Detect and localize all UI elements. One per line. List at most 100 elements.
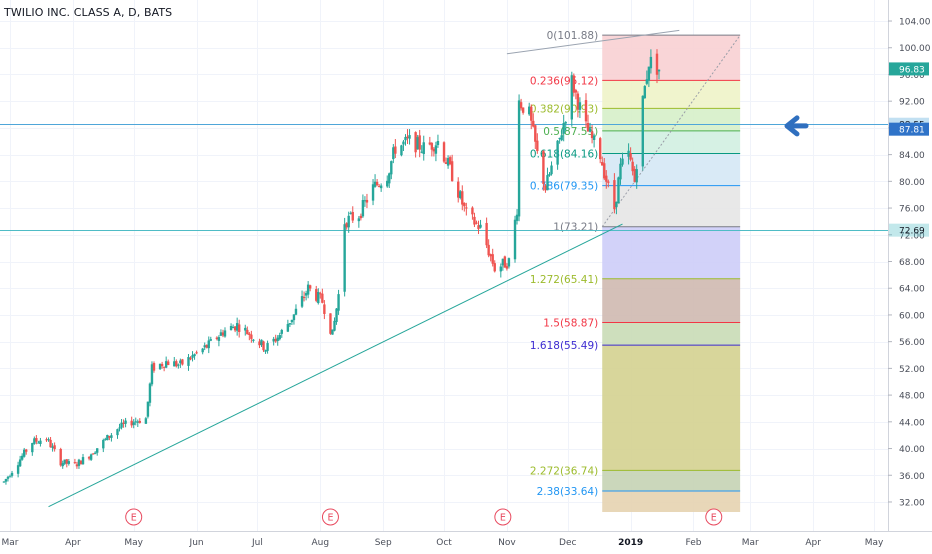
- candle-body: [207, 340, 210, 349]
- candle-body: [590, 131, 594, 139]
- candle-body: [173, 361, 176, 367]
- x-tick-label: May: [124, 538, 143, 548]
- candle-body: [221, 332, 225, 336]
- candle-body: [209, 339, 212, 341]
- candle-body: [252, 339, 255, 341]
- x-tick-label: Aug: [312, 538, 330, 548]
- candle-body: [576, 93, 580, 110]
- candle-body: [473, 216, 476, 225]
- support-trendline: [48, 223, 623, 508]
- fib-band: [602, 470, 741, 492]
- y-tick-label: 64.00: [899, 285, 925, 295]
- candle-body: [649, 56, 653, 69]
- fib-band: [602, 153, 741, 186]
- candle-body: [250, 334, 253, 339]
- candle-body: [503, 256, 507, 268]
- fib-level-label: 0.618(84.16): [530, 149, 598, 161]
- candle-body: [4, 479, 8, 482]
- candle-body: [627, 150, 630, 157]
- candle-body: [574, 90, 578, 93]
- candle-body: [65, 459, 68, 464]
- candle-body: [349, 212, 352, 214]
- candle-body: [422, 142, 425, 155]
- candle-body: [130, 420, 133, 426]
- candle-body: [166, 361, 170, 365]
- candle-body: [394, 146, 397, 154]
- candle-body: [272, 338, 275, 342]
- candle-body: [530, 106, 533, 121]
- y-tick-label: 40.00: [899, 445, 925, 455]
- candle-body: [67, 461, 71, 464]
- candle-body: [108, 435, 111, 438]
- candle-body: [215, 337, 219, 340]
- candle-body: [487, 244, 490, 256]
- candle-body: [87, 457, 91, 459]
- x-tick-label: Jul: [251, 538, 263, 548]
- candle-body: [607, 181, 610, 183]
- price-badge-label: 87.81: [899, 126, 925, 136]
- candle-body: [201, 348, 204, 353]
- candle-body: [235, 323, 239, 331]
- y-tick-label: 76.00: [899, 205, 925, 215]
- candle-body: [274, 338, 277, 342]
- candle-body: [175, 361, 178, 367]
- fib-level-label: 0(101.88): [547, 30, 599, 42]
- candle-body: [164, 361, 168, 368]
- candle-body: [605, 175, 608, 182]
- candle-body: [635, 169, 638, 183]
- candle-body: [402, 141, 405, 145]
- candle-body: [471, 207, 474, 215]
- candle-body: [37, 442, 40, 444]
- candle-body: [379, 185, 383, 189]
- x-tick-label: Mar: [742, 538, 759, 548]
- candle-body: [550, 165, 553, 175]
- x-tick-label: Mar: [2, 538, 19, 548]
- candle-body: [286, 324, 290, 332]
- candle-body: [416, 137, 419, 150]
- candle-body: [501, 258, 505, 266]
- y-tick-label: 80.00: [899, 178, 925, 188]
- fib-level-label: 1(73.21): [553, 222, 598, 234]
- candle-body: [517, 100, 521, 217]
- candle-body: [308, 285, 312, 289]
- candle-body: [436, 141, 440, 146]
- candle-body: [193, 354, 196, 357]
- candle-body: [124, 420, 127, 424]
- candle-body: [655, 53, 659, 75]
- candle-body: [461, 191, 464, 205]
- candle-body: [319, 293, 322, 295]
- candle-body: [515, 214, 519, 221]
- candle-body: [641, 95, 644, 167]
- candle-body: [450, 161, 454, 182]
- y-tick-label: 56.00: [899, 338, 925, 348]
- candle-body: [631, 161, 634, 172]
- earnings-marker: [125, 508, 143, 526]
- candle-body: [18, 459, 22, 467]
- candle-body: [432, 148, 436, 152]
- y-tick-label: 36.00: [899, 472, 925, 482]
- candle-body: [162, 366, 166, 368]
- fib-band: [602, 108, 741, 131]
- candle-body: [63, 459, 66, 464]
- candle-body: [248, 333, 251, 335]
- candle-body: [302, 296, 306, 298]
- candle-body: [16, 465, 20, 474]
- candle-body: [343, 224, 346, 292]
- candle-body: [548, 174, 551, 176]
- candle-body: [400, 145, 403, 156]
- candle-body: [22, 449, 26, 457]
- annotation-arrow-head: [784, 115, 800, 137]
- candle-body: [521, 107, 525, 113]
- x-tick-label: Apr: [65, 538, 81, 548]
- y-tick-label: 100.00: [899, 44, 931, 54]
- candle-body: [489, 254, 492, 257]
- candle-body: [647, 66, 651, 81]
- candle-body: [357, 218, 361, 222]
- candle-body: [386, 180, 389, 187]
- candle-body: [158, 363, 162, 370]
- chart-title: TWILIO INC. CLASS A, D, BATS: [4, 6, 173, 19]
- candle-body: [45, 439, 48, 441]
- fib-band: [602, 226, 741, 279]
